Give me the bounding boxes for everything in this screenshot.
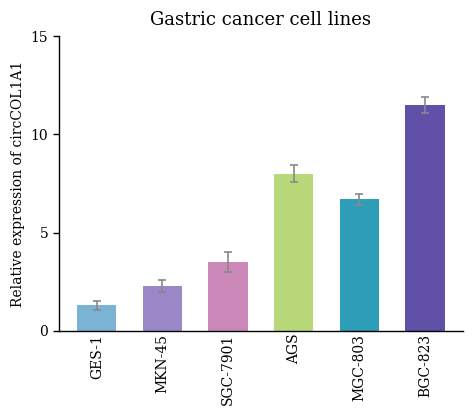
Bar — [208, 262, 248, 331]
Y-axis label: Relative expression of circCOL1A1: Relative expression of circCOL1A1 — [11, 60, 25, 307]
Bar — [339, 199, 379, 331]
Title: Gastric cancer cell lines: Gastric cancer cell lines — [150, 11, 371, 29]
Bar — [274, 174, 313, 331]
Bar — [143, 286, 182, 331]
Bar — [77, 305, 117, 331]
Bar — [405, 105, 445, 331]
